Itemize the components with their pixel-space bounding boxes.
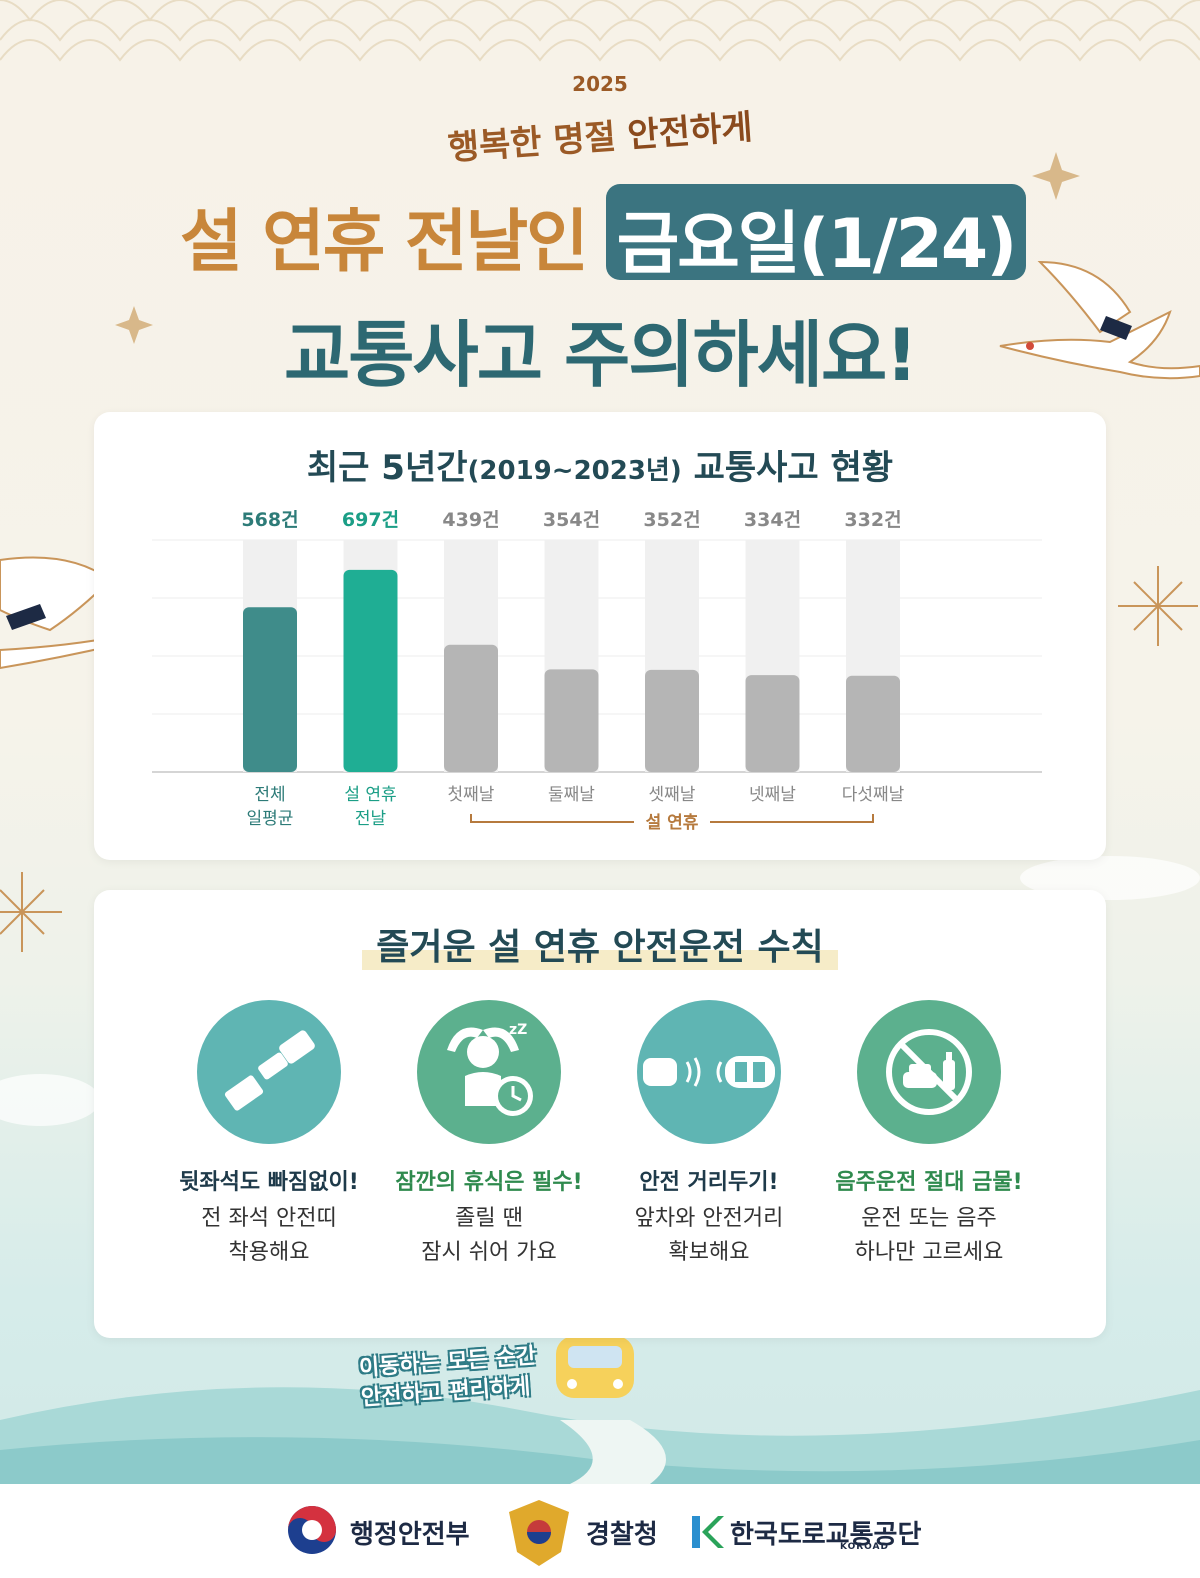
category-label: 둘째날 — [548, 785, 595, 805]
category-label: 첫째날 — [448, 785, 495, 805]
chart-title-main: 최근 5년간 — [306, 448, 468, 488]
taegeuk-logo-icon — [288, 1506, 336, 1554]
category-label: 설 연휴 — [344, 785, 396, 805]
value-label: 568건 — [241, 509, 298, 531]
bar — [745, 675, 800, 772]
value-label: 332건 — [844, 509, 901, 531]
svg-text:zZ: zZ — [509, 1022, 527, 1038]
bar — [846, 675, 900, 772]
bar — [243, 607, 297, 772]
org-koroad: 한국도로교통공단 KOROAD — [730, 1514, 922, 1552]
tip-rest: zZ 잠깐의 휴식은 필수! 졸릴 땐 잠시 쉬어 가요 — [374, 1000, 604, 1270]
category-label: 일평균 — [247, 809, 294, 829]
org-police: 경찰청 — [586, 1520, 658, 1550]
title-highlight: 금요일(1/24) — [616, 205, 1018, 284]
tip-head: 뒷좌석도 빠짐없이! — [179, 1170, 359, 1195]
car-distance-icon — [637, 1000, 781, 1144]
bar — [645, 669, 699, 772]
tip-head: 안전 거리두기! — [639, 1170, 779, 1195]
value-label: 354건 — [543, 509, 600, 531]
category-label: 다섯째날 — [842, 785, 905, 805]
category-label: 넷째날 — [749, 785, 796, 805]
tip-line1: 졸릴 땐 — [455, 1206, 523, 1231]
chart-title-tail: 교통사고 현황 — [681, 448, 894, 488]
year-label: 2025 — [572, 72, 628, 96]
org-koroad-en: KOROAD — [840, 1542, 889, 1552]
bracket-label: 설 연휴 — [646, 812, 699, 833]
chart-title: 최근 5년간(2019~2023년) 교통사고 현황 — [94, 440, 1106, 489]
cloud-icon — [0, 856, 1200, 1126]
no-drunk-driving-icon — [857, 1000, 1001, 1144]
title-highlight-box: 금요일(1/24) — [606, 184, 1026, 284]
title-line1: 설 연휴 전날인 — [180, 203, 589, 282]
org-koroad-name: 한국도로교통공단 — [730, 1520, 922, 1550]
bar — [444, 644, 498, 772]
tip-head: 음주운전 절대 금물! — [835, 1170, 1023, 1195]
tip-distance: 안전 거리두기! 앞차와 안전거리 확보해요 — [594, 1000, 824, 1270]
slogan: 이동하는 모든 순간 안전하고 편리하게 — [358, 1342, 539, 1414]
org-mois: 행정안전부 — [350, 1520, 470, 1550]
rules-card: 즐거운 설 연휴 안전운전 수칙 뒷좌석도 빠짐없이! 전 좌석 안전띠 착용해… — [94, 890, 1106, 1338]
bracket-line — [470, 814, 634, 823]
category-label: 셋째날 — [649, 785, 696, 805]
tip-no-drunk: 음주운전 절대 금물! 운전 또는 음주 하나만 고르세요 — [814, 1000, 1044, 1270]
tip-line1: 운전 또는 음주 — [861, 1206, 997, 1231]
value-label: 697건 — [342, 509, 399, 531]
bracket-line — [710, 814, 874, 823]
rules-title: 즐거운 설 연휴 안전운전 수칙 — [362, 918, 838, 970]
sparkle-icon — [115, 152, 1080, 344]
koroad-logo-icon — [692, 1516, 724, 1548]
seatbelt-icon — [197, 1000, 341, 1144]
chart-title-period: (2019~2023년) — [467, 456, 682, 486]
value-label: 439건 — [442, 509, 499, 531]
bar — [544, 669, 599, 772]
tip-line1: 앞차와 안전거리 — [634, 1206, 784, 1231]
bar — [343, 569, 398, 772]
police-emblem-icon — [509, 1500, 569, 1566]
category-label: 전날 — [355, 809, 387, 829]
value-label: 352건 — [643, 509, 700, 531]
star-burst-icon — [0, 566, 1198, 952]
tip-line1: 전 좌석 안전띠 — [201, 1206, 337, 1231]
title-line2: 교통사고 주의하세요! — [283, 313, 918, 397]
rules-title-wrap: 즐거운 설 연휴 안전운전 수칙 — [94, 918, 1106, 970]
wave-pattern — [0, 0, 1200, 62]
value-label: 334건 — [744, 509, 801, 531]
hill-shape — [0, 1387, 1200, 1484]
tip-line2: 착용해요 — [228, 1240, 310, 1265]
tip-line2: 하나만 고르세요 — [854, 1240, 1004, 1265]
tip-head: 잠깐의 휴식은 필수! — [395, 1170, 583, 1195]
tip-line2: 잠시 쉬어 가요 — [421, 1240, 557, 1265]
footer: 행정안전부 경찰청 한국도로교통공단 KOROAD — [0, 1484, 1200, 1578]
tip-seatbelt: 뒷좌석도 빠짐없이! 전 좌석 안전띠 착용해요 — [154, 1000, 384, 1270]
category-label: 전체 — [254, 785, 285, 805]
tip-line2: 확보해요 — [668, 1240, 750, 1265]
rest-clock-icon: zZ — [417, 1000, 561, 1144]
subheading-part2: 안전하게 — [626, 107, 754, 157]
